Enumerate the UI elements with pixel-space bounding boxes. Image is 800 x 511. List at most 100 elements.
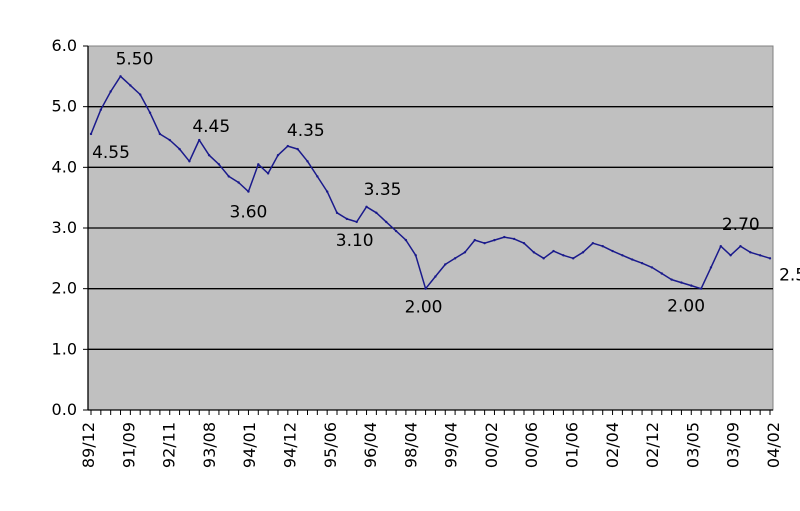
data-point: [542, 257, 545, 260]
data-point: [758, 254, 762, 257]
data-point: [434, 275, 437, 278]
data-point: [719, 245, 722, 248]
data-point: [552, 249, 555, 253]
data-point: [345, 217, 349, 221]
data-point: [394, 229, 398, 233]
data-point: [296, 147, 299, 151]
data-point: [325, 190, 329, 193]
data-point: [749, 251, 752, 254]
data-label: 3.60: [230, 203, 268, 223]
x-tick-label: 92/11: [160, 422, 179, 468]
data-point: [571, 257, 575, 260]
data-point: [148, 111, 152, 114]
data-point: [650, 266, 654, 269]
data-point: [660, 272, 663, 275]
data-point: [404, 238, 408, 242]
data-point: [512, 237, 516, 241]
x-tick-label: 01/06: [563, 422, 582, 468]
x-tick-label: 02/04: [603, 422, 622, 468]
x-tick-label: 96/04: [361, 422, 380, 468]
data-label: 2.00: [667, 297, 705, 317]
data-point: [729, 254, 732, 257]
x-tick-label: 02/12: [643, 422, 662, 468]
data-point: [640, 261, 644, 265]
data-point: [306, 160, 309, 163]
data-point: [385, 220, 388, 224]
data-point: [680, 281, 683, 284]
data-point: [463, 251, 467, 254]
data-point: [690, 284, 693, 287]
data-label: 2.50: [779, 265, 800, 285]
data-point: [709, 266, 713, 269]
data-point: [621, 254, 624, 257]
x-tick-label: 04/02: [764, 422, 783, 468]
data-point: [139, 93, 142, 96]
data-point: [601, 245, 604, 248]
data-point: [316, 175, 319, 178]
data-point: [532, 251, 536, 254]
data-point: [109, 90, 112, 93]
data-point: [266, 172, 270, 175]
data-point: [503, 235, 506, 239]
x-tick-label: 03/05: [683, 422, 702, 468]
x-tick-label: 99/04: [442, 422, 461, 468]
data-point: [562, 254, 565, 257]
data-point: [168, 138, 171, 142]
data-point: [581, 251, 585, 254]
data-label: 3.10: [336, 231, 374, 251]
data-label: 5.50: [116, 49, 154, 69]
y-tick-label: 4.0: [52, 157, 77, 176]
data-point: [631, 258, 634, 261]
data-point: [473, 238, 476, 242]
data-point: [493, 238, 496, 242]
data-point: [414, 254, 417, 257]
data-point: [286, 144, 290, 148]
data-point: [237, 181, 240, 184]
data-point: [424, 287, 427, 290]
data-label: 2.00: [405, 298, 443, 318]
data-point: [276, 154, 280, 157]
data-point: [670, 278, 673, 281]
data-point: [591, 241, 595, 245]
data-point: [444, 263, 447, 266]
data-point: [739, 245, 742, 248]
data-point: [247, 190, 250, 193]
data-label: 2.70: [722, 215, 760, 235]
data-point: [89, 132, 93, 136]
data-point: [158, 132, 162, 136]
data-point: [129, 84, 132, 87]
data-label: 4.55: [92, 143, 130, 163]
x-tick-label: 93/08: [200, 422, 219, 468]
data-point: [355, 220, 358, 224]
x-tick-label: 00/06: [522, 422, 541, 468]
data-point: [522, 241, 526, 245]
data-label: 4.35: [287, 121, 325, 141]
x-tick-label: 95/06: [321, 422, 340, 468]
x-tick-label: 00/02: [482, 422, 501, 468]
data-point: [699, 287, 703, 290]
y-tick-label: 3.0: [52, 218, 77, 237]
data-point: [335, 211, 339, 215]
data-point: [99, 108, 103, 111]
data-label: 4.45: [192, 117, 230, 137]
y-tick-label: 2.0: [52, 279, 77, 298]
data-point: [119, 75, 122, 78]
data-point: [188, 160, 191, 163]
data-point: [375, 211, 378, 215]
data-line: [90, 75, 771, 290]
data-point: [365, 205, 368, 208]
x-tick-label: 98/04: [401, 422, 420, 468]
data-point: [198, 138, 201, 142]
data-point: [217, 163, 221, 166]
x-tick-label: 94/12: [280, 422, 299, 468]
x-tick-label: 91/09: [119, 422, 138, 468]
x-tick-label: 94/01: [240, 422, 259, 468]
data-point: [453, 257, 457, 260]
data-point: [257, 163, 260, 166]
x-tick-label: 03/09: [724, 422, 743, 468]
y-tick-label: 0.0: [52, 400, 77, 419]
y-tick-label: 1.0: [52, 339, 77, 358]
data-point: [768, 257, 772, 260]
